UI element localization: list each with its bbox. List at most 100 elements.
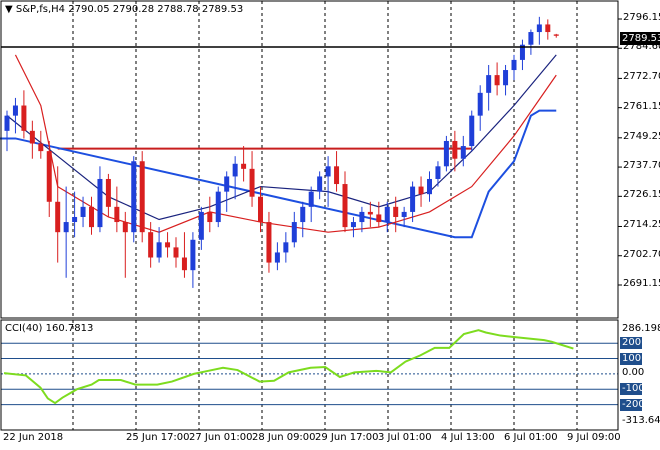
axis-ticks (618, 18, 622, 286)
time-axis-label: 4 Jul 13:00 (441, 432, 495, 443)
candle (519, 39, 525, 71)
ohlc-values: 2790.05 2790.28 2788.78 2789.53 (68, 4, 244, 15)
candle (89, 196, 94, 235)
candle (469, 110, 475, 152)
candle-body (55, 201, 61, 233)
price-axis-label: 2796.15 (623, 12, 660, 23)
candle (317, 171, 323, 200)
candle (342, 171, 348, 233)
candle-body (401, 211, 407, 217)
price-axis-label: 2702.70 (623, 248, 660, 260)
candle (266, 211, 272, 273)
candle-body (241, 163, 247, 169)
time-axis-label: 9 Jul 09:00 (567, 432, 621, 443)
candle (494, 62, 500, 96)
candle-body (418, 186, 424, 195)
cci-pane-frame (0, 319, 619, 431)
candle-body (97, 178, 103, 228)
candle (139, 151, 145, 243)
candle-body (376, 214, 382, 223)
candle-body (334, 166, 340, 185)
candle-body (528, 32, 534, 45)
candle (401, 206, 407, 228)
candle (38, 130, 44, 159)
candle-body (258, 196, 263, 223)
candle (80, 196, 86, 228)
price-axis-label: 2772.70 (623, 71, 660, 83)
cci-level-badge: -100 (620, 383, 645, 396)
candle-body (207, 211, 213, 223)
candle (190, 232, 196, 288)
candle-body (215, 191, 221, 223)
candle-body (317, 176, 323, 192)
candle (63, 186, 69, 278)
candle (21, 90, 27, 139)
candle-body (72, 216, 78, 223)
candle (511, 54, 517, 81)
candle (553, 33, 559, 38)
candle (114, 186, 120, 233)
candle (291, 211, 297, 248)
candle-body (477, 92, 483, 116)
candle (274, 242, 280, 271)
cci-level-badge: -200 (620, 398, 645, 411)
candle (435, 161, 441, 187)
candle-body (266, 222, 272, 263)
price-axis-label: 2714.25 (623, 219, 660, 231)
cci-level-badge: 200 (620, 337, 642, 350)
cci-value: 160.7813 (45, 323, 94, 334)
candle-body (342, 184, 348, 228)
cci-axis-label: -313.642 (622, 415, 660, 426)
price-axis-label: 2784.60 (623, 41, 660, 53)
main-pane-frame (0, 0, 619, 319)
band-line (0, 109, 557, 239)
candle (72, 191, 78, 238)
candle-body (131, 161, 137, 233)
candle-body (12, 105, 18, 116)
candle (376, 201, 382, 228)
candle (241, 146, 247, 182)
price-axis-label: 2749.25 (623, 130, 660, 142)
candle (173, 237, 179, 268)
time-axis-label: 6 Jul 01:00 (504, 432, 558, 443)
candle (283, 232, 289, 263)
candle-body (190, 239, 196, 271)
candle-body (89, 206, 94, 228)
candle (215, 186, 221, 228)
candle-body (232, 163, 238, 177)
candle-body (46, 151, 52, 202)
candle-body (519, 44, 525, 60)
candle-body (511, 59, 517, 71)
triangle-down-icon[interactable]: ▼ (5, 4, 13, 15)
candle-body (460, 146, 466, 159)
candle-body (38, 143, 44, 152)
cci-line (3, 329, 574, 405)
candle-body (367, 211, 373, 215)
price-axis-label: 2691.15 (623, 278, 660, 289)
candle (181, 232, 187, 278)
candle-body (536, 24, 542, 33)
candle (148, 222, 154, 268)
cci-level-badge: 100 (620, 352, 642, 365)
candle-body (274, 252, 280, 263)
candle-body (165, 242, 171, 248)
candle-body (410, 186, 416, 212)
candle-body (114, 206, 120, 223)
candle-body (435, 166, 441, 179)
candle-body (156, 242, 162, 258)
candle (308, 186, 314, 223)
candle-body (291, 222, 297, 243)
candle (460, 135, 466, 167)
candle-body (443, 140, 449, 167)
time-axis-label: 27 Jun 01:00 (189, 432, 253, 443)
candle-body (283, 242, 289, 253)
time-axis-label: 22 Jun 2018 (3, 432, 64, 443)
candle-body (308, 191, 314, 207)
candle-body (249, 168, 255, 197)
candle (29, 120, 35, 159)
candle-body (469, 115, 475, 147)
candle-body (4, 115, 10, 131)
candle (486, 64, 492, 111)
candle (46, 140, 52, 217)
